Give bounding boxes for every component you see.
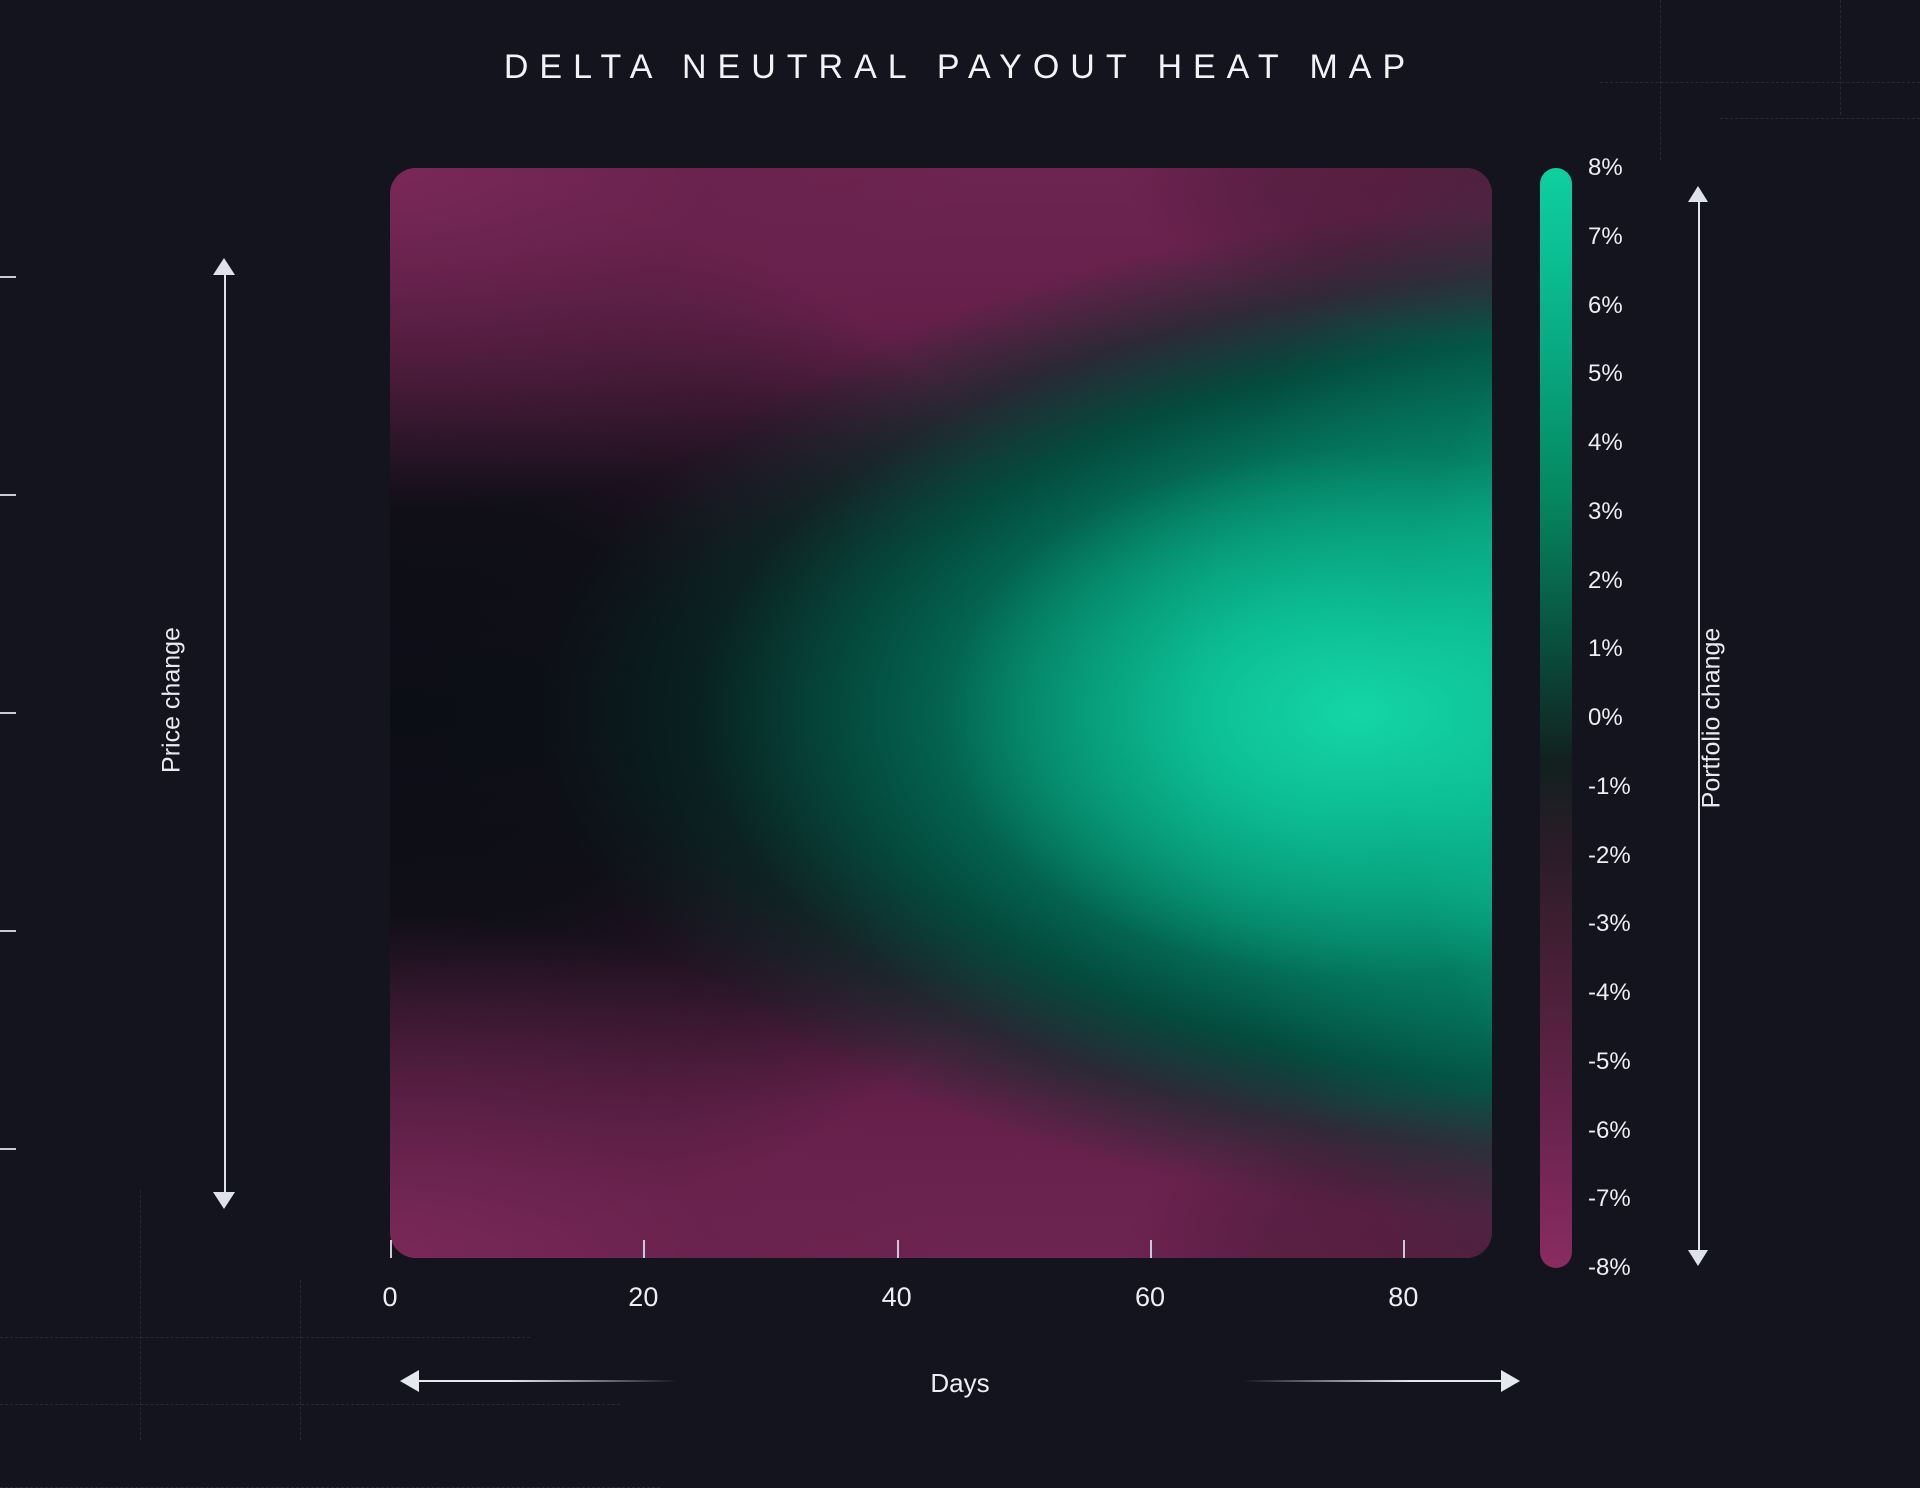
colorbar-arrow-down-icon bbox=[1688, 1250, 1708, 1266]
y-axis-arrow-up-icon bbox=[213, 258, 235, 275]
x-axis-ticks: 0 20 40 60 80 bbox=[382, 1240, 1492, 1328]
colorbar-tick-label: -4% bbox=[1588, 979, 1631, 1006]
x-axis-tick-label: 60 bbox=[1134, 1282, 1166, 1312]
colorbar-tick-label: 8% bbox=[1588, 154, 1623, 181]
colorbar-tick-label: 2% bbox=[1588, 566, 1623, 594]
plot-area bbox=[390, 168, 1492, 1258]
x-axis-arrow-left-line bbox=[418, 1380, 678, 1382]
x-axis-arrow-right-line bbox=[1242, 1380, 1502, 1382]
heatmap-surface bbox=[390, 168, 1492, 1258]
colorbar-gradient bbox=[1540, 168, 1572, 1268]
deco-grid-line bbox=[140, 1190, 141, 1440]
colorbar-arrow-up-icon bbox=[1688, 186, 1708, 202]
x-axis-tick-mark bbox=[1150, 1240, 1152, 1258]
x-axis-tick-mark bbox=[896, 1240, 899, 1258]
colorbar-tick-label: -5% bbox=[1588, 1047, 1631, 1075]
heatmap-layer-corner-br bbox=[390, 168, 1492, 1258]
colorbar-tick-label: -3% bbox=[1588, 910, 1631, 938]
colorbar-tick-label: -8% bbox=[1588, 1254, 1631, 1281]
colorbar-ticks: 8% 7% 6% 5% 4% 3% 2% 1% 0% -1% -2% -3% -4% -5% -6% -7% -… bbox=[1588, 154, 1678, 1281]
y-axis-arrow-down-icon bbox=[213, 1192, 235, 1209]
x-axis-tick-mark bbox=[1403, 1240, 1406, 1258]
y-axis-tick-mark bbox=[0, 494, 16, 496]
y-axis-title: Price change bbox=[157, 627, 186, 773]
y-axis-arrow-line bbox=[224, 272, 226, 1192]
x-axis-tick-label: 20 bbox=[628, 1282, 659, 1312]
x-axis-tick-mark bbox=[390, 1240, 392, 1258]
colorbar-tick-label: 6% bbox=[1588, 291, 1623, 319]
colorbar-tick-label: -1% bbox=[1588, 772, 1631, 800]
colorbar-tick-label: -6% bbox=[1588, 1116, 1631, 1144]
colorbar-tick-label: 4% bbox=[1588, 429, 1623, 456]
colorbar-tick-label: 0% bbox=[1588, 704, 1623, 731]
x-axis-arrow-right-icon bbox=[1501, 1370, 1520, 1392]
colorbar-tick-label: 7% bbox=[1588, 222, 1623, 250]
y-axis-tick-mark bbox=[0, 930, 16, 932]
colorbar-tick-label: -7% bbox=[1588, 1185, 1631, 1213]
x-axis-title: Days bbox=[930, 1368, 990, 1398]
deco-grid-line bbox=[300, 1280, 301, 1440]
colorbar-title: Portfolio change bbox=[1697, 627, 1726, 809]
y-axis-tick-mark bbox=[0, 276, 16, 278]
colorbar-arrow-line bbox=[1698, 200, 1700, 1250]
x-axis-tick-mark bbox=[643, 1240, 646, 1258]
x-axis-arrow-left-icon bbox=[400, 1370, 419, 1392]
x-axis-tick-label: 80 bbox=[1388, 1282, 1419, 1312]
deco-grid-line bbox=[1720, 118, 1920, 119]
colorbar-tick-label: -2% bbox=[1588, 841, 1631, 869]
colorbar-tick-label: 5% bbox=[1588, 360, 1623, 388]
y-axis-tick-mark bbox=[0, 712, 16, 714]
page-title: DELTA NEUTRAL PAYOUT HEAT MAP bbox=[503, 48, 1417, 86]
deco-grid-line bbox=[0, 1404, 620, 1405]
y-axis-tick-mark bbox=[0, 1148, 16, 1150]
colorbar-tick-label: 1% bbox=[1588, 635, 1623, 663]
deco-grid-line bbox=[0, 1337, 530, 1338]
x-axis-tick-label: 0 bbox=[382, 1282, 398, 1312]
colorbar-tick-label: 3% bbox=[1588, 497, 1623, 525]
x-axis-tick-label: 40 bbox=[881, 1282, 912, 1312]
